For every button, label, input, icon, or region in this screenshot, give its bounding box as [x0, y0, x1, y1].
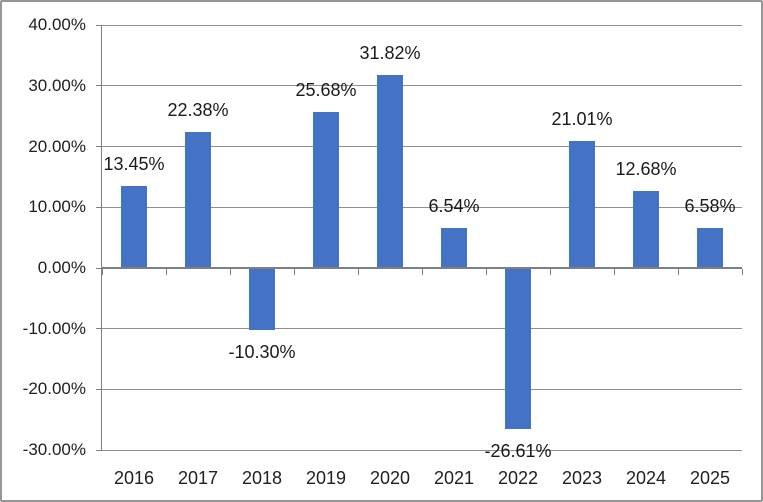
x-axis-label-2017: 2017 — [177, 468, 219, 488]
y-axis-tick--20 — [96, 388, 102, 390]
x-axis-label-2023: 2023 — [561, 468, 603, 488]
y-axis-label-0: 0.00% — [37, 258, 86, 277]
y-axis-label-30: 30.00% — [28, 75, 86, 95]
x-axis-label-2022: 2022 — [497, 468, 539, 488]
x-axis-tick-1 — [166, 269, 167, 275]
gridline-40 — [102, 24, 742, 26]
x-axis-tick-7 — [550, 269, 551, 275]
bar-2020 — [377, 74, 403, 268]
gridline--30 — [102, 449, 742, 451]
bar-label-2024: 12.68% — [615, 159, 677, 180]
x-axis-tick-2 — [230, 269, 231, 275]
bar-2023 — [569, 140, 595, 268]
bar-2016 — [121, 186, 147, 268]
x-axis-label-2020: 2020 — [369, 468, 411, 488]
x-axis-label-2016: 2016 — [113, 468, 155, 488]
gridline-20 — [102, 146, 742, 148]
x-axis-tick-0 — [102, 269, 103, 275]
y-axis-tick-20 — [96, 146, 102, 148]
x-axis-tick-9 — [678, 269, 679, 275]
bar-label-2019: 25.68% — [295, 80, 357, 101]
x-axis-tick-3 — [294, 269, 295, 275]
gridline-10 — [102, 206, 742, 208]
bar-2022 — [505, 268, 531, 430]
y-axis-label-40: 40.00% — [28, 15, 86, 35]
x-axis-label-2025: 2025 — [689, 468, 731, 488]
gridline--20 — [102, 388, 742, 390]
bar-2025 — [697, 228, 723, 268]
y-axis-tick-40 — [96, 24, 102, 26]
bar-label-2018: -10.30% — [228, 342, 296, 363]
y-axis-label-20: 20.00% — [28, 136, 86, 156]
x-axis-tick-6 — [486, 269, 487, 275]
bar-label-2016: 13.45% — [103, 154, 165, 175]
y-axis-label--10: -10.00% — [22, 318, 86, 338]
y-axis-tick-0 — [96, 267, 102, 269]
y-axis-label-10: 10.00% — [28, 197, 86, 217]
x-axis-label-2024: 2024 — [625, 468, 667, 488]
y-axis-tick-10 — [96, 206, 102, 208]
y-axis-line — [101, 25, 102, 450]
bar-label-2021: 6.54% — [428, 196, 480, 217]
bar-label-2025: 6.58% — [684, 196, 736, 217]
x-axis-label-2021: 2021 — [433, 468, 475, 488]
bar-2021 — [441, 228, 467, 268]
x-axis-tick-8 — [614, 269, 615, 275]
bar-2019 — [313, 112, 339, 268]
x-axis-tick-10 — [742, 269, 743, 275]
gridline-30 — [102, 85, 742, 87]
x-axis-tick-5 — [422, 269, 423, 275]
y-axis-tick-30 — [96, 85, 102, 87]
bar-label-2020: 31.82% — [359, 42, 421, 63]
gridline--10 — [102, 328, 742, 330]
x-axis-tick-4 — [358, 269, 359, 275]
bar-label-2017: 22.38% — [167, 100, 229, 121]
x-axis-line — [102, 267, 742, 269]
y-axis-tick--10 — [96, 328, 102, 330]
x-axis-label-2018: 2018 — [241, 468, 283, 488]
y-axis-label--30: -30.00% — [22, 440, 86, 459]
y-axis-tick--30 — [96, 449, 102, 451]
bar-2017 — [185, 132, 211, 268]
bar-label-2022: -26.61% — [484, 441, 552, 462]
bar-label-2023: 21.01% — [551, 108, 613, 129]
bar-2018 — [249, 268, 275, 331]
x-axis-label-2019: 2019 — [305, 468, 347, 488]
y-axis-label--20: -20.00% — [22, 379, 86, 399]
bar-2024 — [633, 191, 659, 268]
